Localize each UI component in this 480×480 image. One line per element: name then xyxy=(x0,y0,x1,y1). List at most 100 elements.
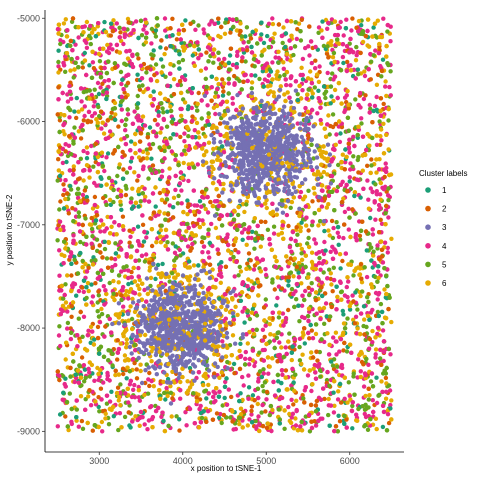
data-point xyxy=(157,190,163,196)
data-point xyxy=(336,80,342,86)
data-point xyxy=(107,399,113,404)
data-point xyxy=(211,400,217,405)
data-point xyxy=(341,235,346,241)
data-point xyxy=(305,313,311,319)
data-point xyxy=(180,57,186,63)
data-point xyxy=(173,187,178,193)
data-point xyxy=(99,218,104,223)
data-point xyxy=(341,60,346,66)
data-point xyxy=(165,393,170,399)
data-point xyxy=(358,369,363,374)
data-point xyxy=(89,215,94,221)
data-point xyxy=(207,262,213,267)
data-point xyxy=(232,371,237,376)
data-point xyxy=(178,90,184,96)
data-point xyxy=(386,147,391,152)
data-point xyxy=(100,255,105,260)
data-point xyxy=(284,212,290,218)
data-point xyxy=(383,316,389,321)
data-point xyxy=(203,123,208,128)
data-point xyxy=(63,300,69,305)
data-point xyxy=(307,429,313,434)
data-point xyxy=(294,408,299,414)
data-point xyxy=(385,29,390,34)
data-point xyxy=(223,20,228,25)
data-point xyxy=(121,167,126,172)
data-point xyxy=(262,334,267,340)
data-point xyxy=(136,173,141,179)
data-point xyxy=(348,161,353,166)
data-point xyxy=(283,315,289,321)
data-point xyxy=(313,297,319,303)
data-point xyxy=(344,17,349,22)
data-point xyxy=(65,326,70,331)
data-point xyxy=(193,27,198,32)
data-point xyxy=(326,202,331,207)
data-point xyxy=(164,139,169,144)
data-point xyxy=(73,60,78,65)
data-point xyxy=(125,107,130,112)
data-point xyxy=(222,31,228,36)
data-point xyxy=(196,217,202,223)
data-point xyxy=(288,46,293,51)
data-point xyxy=(338,336,344,342)
data-point xyxy=(307,336,312,341)
data-point xyxy=(56,168,61,173)
data-point xyxy=(358,293,363,299)
data-point xyxy=(153,62,159,67)
data-point xyxy=(108,231,113,236)
data-point xyxy=(80,122,85,128)
data-point xyxy=(146,418,152,423)
data-point xyxy=(182,131,187,136)
data-point xyxy=(203,66,209,71)
data-point xyxy=(85,118,91,124)
data-point xyxy=(333,142,338,147)
data-point xyxy=(97,46,103,51)
data-point xyxy=(97,274,102,279)
data-point xyxy=(326,185,331,190)
data-point xyxy=(97,243,102,248)
data-point xyxy=(260,347,265,353)
data-point xyxy=(232,208,237,214)
data-point xyxy=(208,199,213,205)
data-point xyxy=(334,132,339,137)
data-point xyxy=(248,258,253,263)
data-point xyxy=(163,28,168,33)
data-point xyxy=(234,28,240,33)
data-point xyxy=(61,227,66,233)
data-point xyxy=(220,339,225,344)
data-point xyxy=(174,37,180,42)
data-point xyxy=(203,134,208,139)
data-point xyxy=(215,199,220,204)
data-point xyxy=(142,198,147,203)
data-point xyxy=(76,380,82,385)
data-point xyxy=(249,80,255,85)
data-point xyxy=(374,400,380,406)
data-point xyxy=(197,199,203,204)
data-point xyxy=(95,169,101,175)
data-point xyxy=(111,80,116,86)
data-point xyxy=(129,275,134,280)
data-point xyxy=(170,16,175,21)
data-point xyxy=(98,85,103,90)
data-point xyxy=(80,426,86,431)
data-point xyxy=(321,270,326,275)
data-point xyxy=(190,241,195,247)
data-point xyxy=(267,236,272,242)
data-point xyxy=(173,244,178,249)
data-point xyxy=(202,31,207,36)
data-point xyxy=(113,65,118,70)
data-point xyxy=(111,187,116,193)
data-point xyxy=(186,104,191,109)
data-point xyxy=(388,69,393,74)
data-point xyxy=(257,422,262,427)
data-point xyxy=(81,118,87,123)
data-point xyxy=(148,275,154,281)
data-point xyxy=(71,167,76,172)
data-point xyxy=(66,427,71,433)
data-point xyxy=(374,133,379,138)
data-point xyxy=(238,406,244,411)
data-point xyxy=(106,422,112,427)
data-point xyxy=(371,253,376,258)
data-point xyxy=(139,33,145,38)
